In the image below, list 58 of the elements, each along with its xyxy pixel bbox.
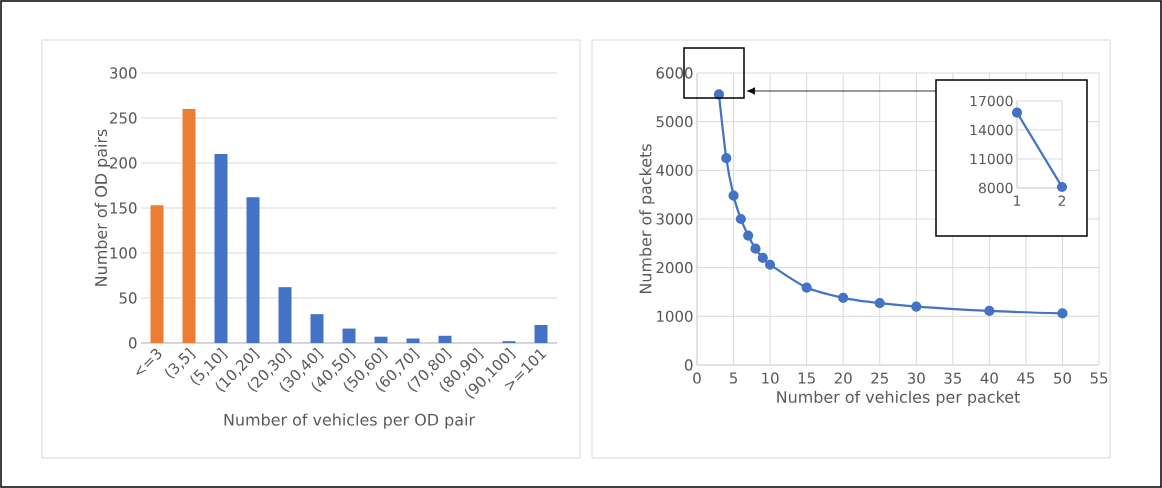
x-tick-label: 50 (1054, 372, 1071, 384)
point (874, 298, 885, 309)
point (765, 259, 776, 270)
point (750, 243, 761, 254)
y-tick-label: 11000 (970, 153, 1013, 165)
x-tick-label: 45 (1017, 372, 1035, 384)
x-tick-label: 40 (980, 372, 998, 384)
bar (182, 108, 196, 343)
y-tick-label: 17000 (970, 95, 1013, 107)
bar (246, 197, 260, 343)
y-tick-label: 200 (110, 157, 137, 169)
y-tick-label: 8000 (978, 182, 1013, 194)
point (984, 305, 995, 317)
x-axis-title: Number of vehicles per packet (777, 390, 1020, 407)
bar (150, 205, 164, 343)
y-tick-label: 250 (110, 112, 137, 124)
y-tick-label: 4000 (656, 164, 693, 176)
y-tick-label: 300 (110, 67, 137, 79)
point (757, 252, 768, 264)
x-tick-label: 2 (1058, 195, 1066, 206)
y-tick-label: 14000 (970, 124, 1013, 136)
x-tick-label: 30 (907, 372, 925, 384)
x-tick-label: 35 (944, 372, 962, 384)
y-tick-label: 1000 (657, 310, 693, 322)
point (1057, 308, 1068, 319)
bar (534, 324, 548, 343)
bar (374, 336, 388, 343)
point (721, 153, 732, 164)
x-tick-label: 0 (693, 372, 701, 384)
y-axis-title: Number of packets (639, 144, 655, 294)
x-tick-label: 1 (1014, 195, 1021, 206)
bar (342, 328, 356, 343)
y-axis-title: Number of OD pairs (94, 129, 111, 286)
point (911, 301, 922, 312)
bar (406, 338, 420, 343)
y-tick-label: 100 (110, 247, 137, 259)
y-tick-label: 3000 (656, 213, 693, 225)
y-tick-label: 50 (119, 292, 137, 304)
point (743, 230, 754, 241)
point (735, 213, 746, 225)
point (838, 292, 849, 303)
x-tick-label: 5 (729, 372, 738, 384)
x-tick-label: 55 (1090, 372, 1108, 384)
point (801, 282, 812, 293)
bar (310, 314, 324, 343)
point (728, 190, 739, 201)
y-tick-label: 0 (128, 337, 137, 349)
bar (214, 153, 228, 343)
bar (438, 335, 452, 343)
x-tick-label: 25 (871, 372, 888, 384)
x-tick-label: 10 (762, 372, 779, 384)
x-axis-title: Number of vehicles per OD pair (224, 413, 475, 429)
y-tick-label: 5000 (656, 116, 693, 128)
bar (278, 287, 292, 343)
x-tick-label: 15 (798, 372, 815, 384)
x-tick-label: 20 (834, 372, 852, 384)
y-tick-label: 150 (110, 202, 137, 214)
y-tick-label: 2000 (656, 262, 693, 274)
